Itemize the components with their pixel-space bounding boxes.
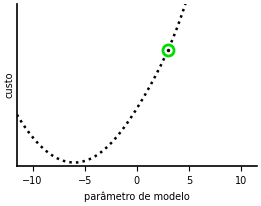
X-axis label: parâmetro de modelo: parâmetro de modelo <box>84 191 190 202</box>
Y-axis label: custo: custo <box>4 72 14 98</box>
